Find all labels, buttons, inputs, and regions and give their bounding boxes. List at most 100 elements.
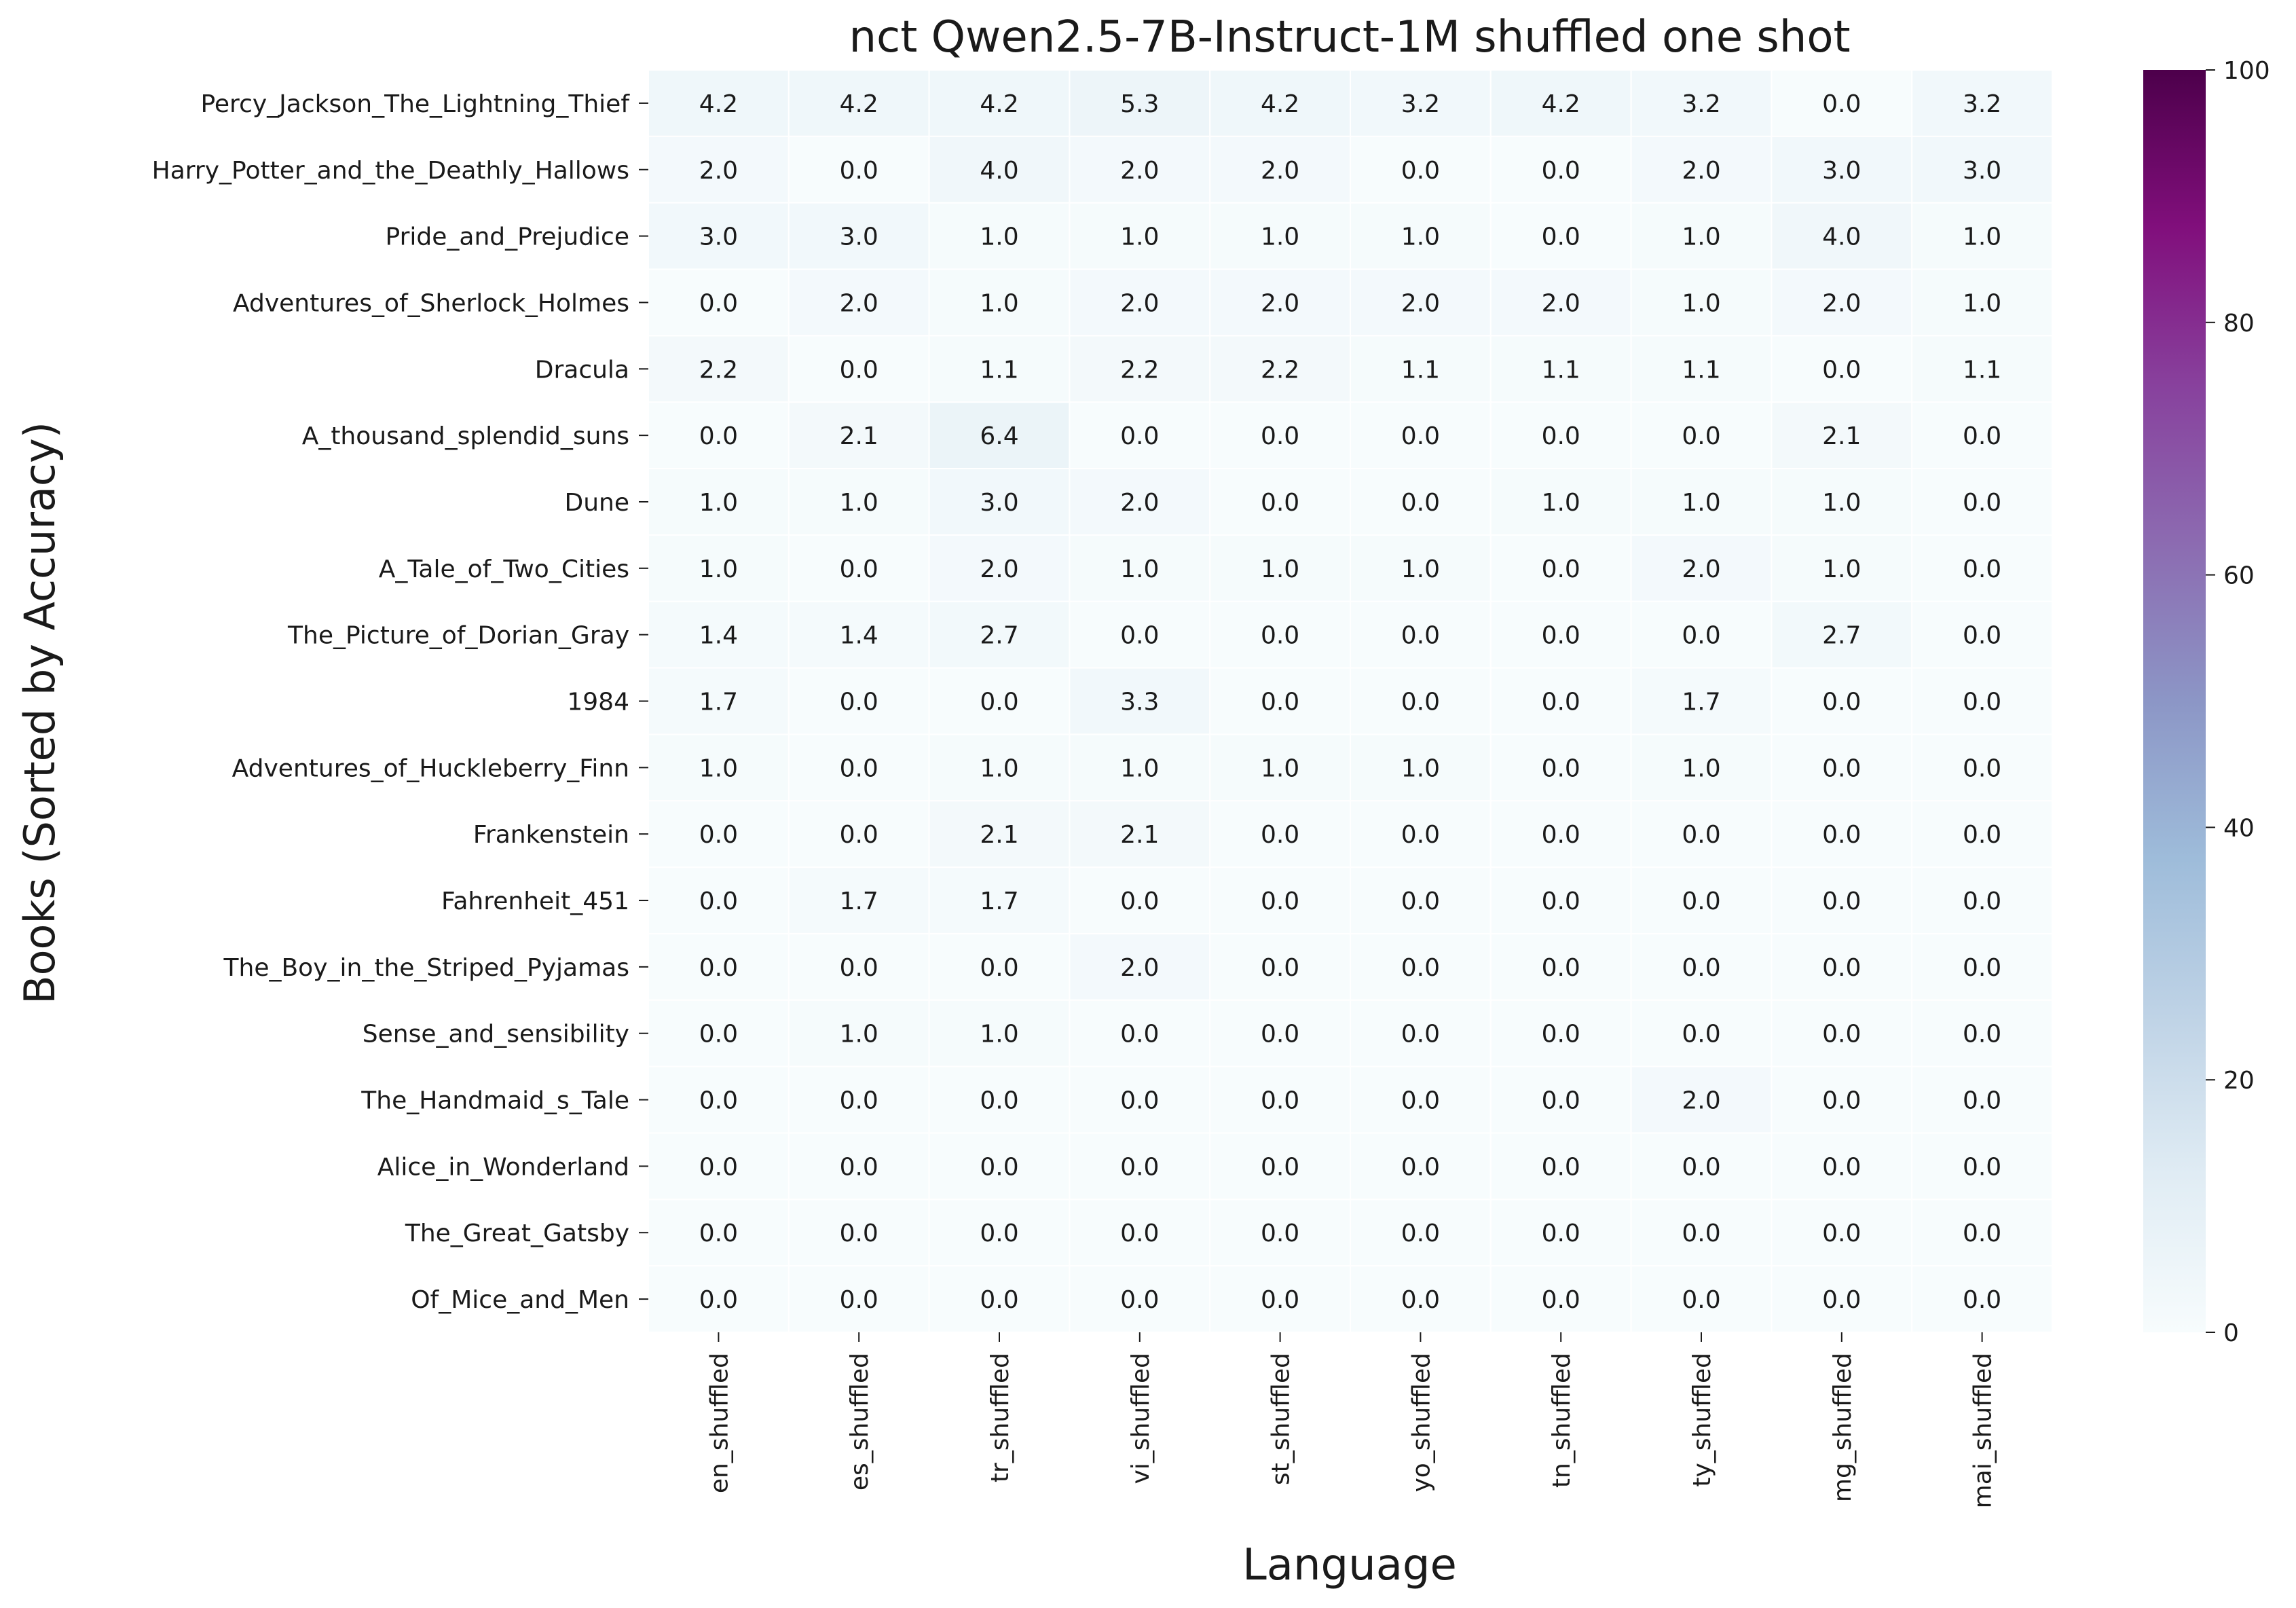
cell-value-label: 0.0	[1261, 1087, 1299, 1115]
cell-value-label: 1.0	[1542, 489, 1580, 517]
cell-value-label: 1.7	[1682, 689, 1720, 716]
colorbar-tick-label: 0	[2223, 1319, 2239, 1347]
heatmap-cell	[1350, 866, 1492, 934]
cell-value-label: 1.0	[1682, 754, 1720, 782]
cell-value-label: 4.2	[699, 90, 738, 118]
x-tick-label: vi_shuffled	[1127, 1353, 1155, 1484]
colorbar	[2143, 70, 2206, 1332]
cell-value-label: 0.0	[1401, 1021, 1440, 1048]
heatmap-cell	[1209, 1199, 1351, 1267]
heatmap-cell	[788, 733, 930, 802]
heatmap-cell	[648, 667, 790, 735]
cell-value-label: 2.0	[1682, 157, 1720, 185]
cell-value-label: 3.0	[980, 489, 1018, 517]
cell-value-label: 0.0	[1401, 1153, 1440, 1181]
x-tick-labels: en_shuffled es_shuffled tr_shuffled vi_shuf…	[705, 1332, 1997, 1508]
cell-value-label: 0.0	[1542, 1220, 1580, 1247]
heatmap-cell	[788, 69, 930, 137]
heatmap-cell	[1489, 866, 1632, 934]
cell-value-label: 0.0	[699, 1220, 738, 1247]
heatmap-cell	[1630, 534, 1773, 602]
heatmap-cell	[928, 866, 1071, 934]
heatmap-cell	[648, 69, 790, 137]
heatmap-cell	[1771, 534, 1913, 602]
heatmap-cell	[1350, 534, 1492, 602]
heatmap-cell	[1911, 800, 2053, 869]
cell-value-label: 2.0	[1542, 289, 1580, 317]
colorbar-tick-label: 60	[2223, 562, 2255, 590]
heatmap-cell	[928, 534, 1071, 602]
cell-value-label: 3.0	[1963, 157, 2001, 185]
heatmap-cell	[1771, 268, 1913, 337]
cell-value-label: 5.3	[1120, 90, 1159, 118]
cell-value-label: 0.0	[699, 1021, 738, 1048]
heatmap-cell	[1209, 202, 1351, 270]
heatmap-cell	[1911, 1065, 2053, 1134]
y-tick-label: 1984	[567, 689, 629, 716]
cell-value-label: 2.1	[1120, 821, 1159, 849]
cell-value-labels: 4.2 4.2 4.2 5.3 4.2 3.2 4.2 3.2 0.0 3.2 2.0 0.0 4.0 2…	[699, 90, 2001, 1314]
y-tick-label: Of_Mice_and_Men	[411, 1286, 629, 1314]
cell-value-label: 2.2	[1261, 356, 1299, 384]
cell-value-label: 0.0	[1542, 1021, 1580, 1048]
y-tick-label: Dracula	[535, 356, 629, 384]
heatmap-cell	[788, 1132, 930, 1201]
heatmap-cell	[1911, 534, 2053, 602]
colorbar-ticks: 0 20 40 60 80 100	[2206, 57, 2270, 1347]
x-tick-label: st_shuffled	[1267, 1353, 1295, 1485]
cell-value-label: 2.0	[1120, 289, 1159, 317]
heatmap-cell	[1771, 202, 1913, 270]
cell-value-label: 1.1	[1542, 356, 1580, 384]
cell-value-label: 0.0	[1401, 1220, 1440, 1247]
cell-value-label: 0.0	[1963, 622, 2001, 650]
y-tick-label: Frankenstein	[473, 821, 629, 849]
cell-value-label: 2.0	[980, 555, 1018, 583]
y-tick-label: The_Picture_of_Dorian_Gray	[287, 622, 629, 650]
cell-value-label: 3.3	[1120, 689, 1159, 716]
cell-value-label: 0.0	[1682, 422, 1720, 450]
cell-value-label: 2.0	[1120, 157, 1159, 185]
x-tick-label: mai_shuffled	[1969, 1353, 1997, 1508]
heatmap-cell	[648, 202, 790, 270]
cell-value-label: 0.0	[1120, 622, 1159, 650]
heatmap-cell	[648, 401, 790, 470]
cell-value-label: 1.7	[980, 888, 1018, 915]
cell-value-label: 0.0	[1822, 90, 1861, 118]
heatmap-cell	[928, 1265, 1071, 1333]
cell-value-label: 0.0	[1401, 422, 1440, 450]
cell-value-label: 4.2	[1261, 90, 1299, 118]
heatmap-cell	[1630, 1132, 1773, 1201]
heatmap-cell	[1489, 667, 1632, 735]
colorbar-tick-label: 20	[2223, 1067, 2255, 1095]
cell-value-label: 0.0	[1822, 1153, 1861, 1181]
cell-value-label: 0.0	[1822, 1021, 1861, 1048]
cell-value-label: 0.0	[1682, 1153, 1720, 1181]
heatmap-cell	[1350, 800, 1492, 869]
heatmap-cell	[788, 600, 930, 669]
cell-value-label: 0.0	[1542, 622, 1580, 650]
heatmap-cell	[1209, 1065, 1351, 1134]
cell-value-label: 0.0	[1963, 754, 2001, 782]
cell-value-label: 0.0	[1542, 1153, 1580, 1181]
cell-value-label: 1.0	[1401, 754, 1440, 782]
x-tick-label: es_shuffled	[846, 1353, 874, 1491]
cell-value-label: 2.0	[1682, 555, 1720, 583]
cell-value-label: 0.0	[1963, 1220, 2001, 1247]
cell-value-label: 0.0	[840, 754, 878, 782]
cell-value-label: 1.0	[980, 754, 1018, 782]
x-tick-label: tn_shuffled	[1548, 1353, 1576, 1488]
cell-value-label: 1.4	[699, 622, 738, 650]
y-tick-label: Dune	[564, 489, 629, 517]
cell-value-label: 0.0	[840, 157, 878, 185]
heatmap-cell	[1350, 69, 1492, 137]
cell-value-label: 0.0	[1120, 1021, 1159, 1048]
heatmap-cell	[1069, 600, 1211, 669]
heatmap-cell	[1350, 1132, 1492, 1201]
heatmap-cell	[1069, 534, 1211, 602]
cell-value-label: 0.0	[840, 1153, 878, 1181]
heatmap-cell	[1069, 1132, 1211, 1201]
heatmap-cell	[1489, 999, 1632, 1067]
cell-value-label: 0.0	[1682, 821, 1720, 849]
cell-value-label: 0.0	[699, 289, 738, 317]
heatmap-cell	[1489, 1265, 1632, 1333]
